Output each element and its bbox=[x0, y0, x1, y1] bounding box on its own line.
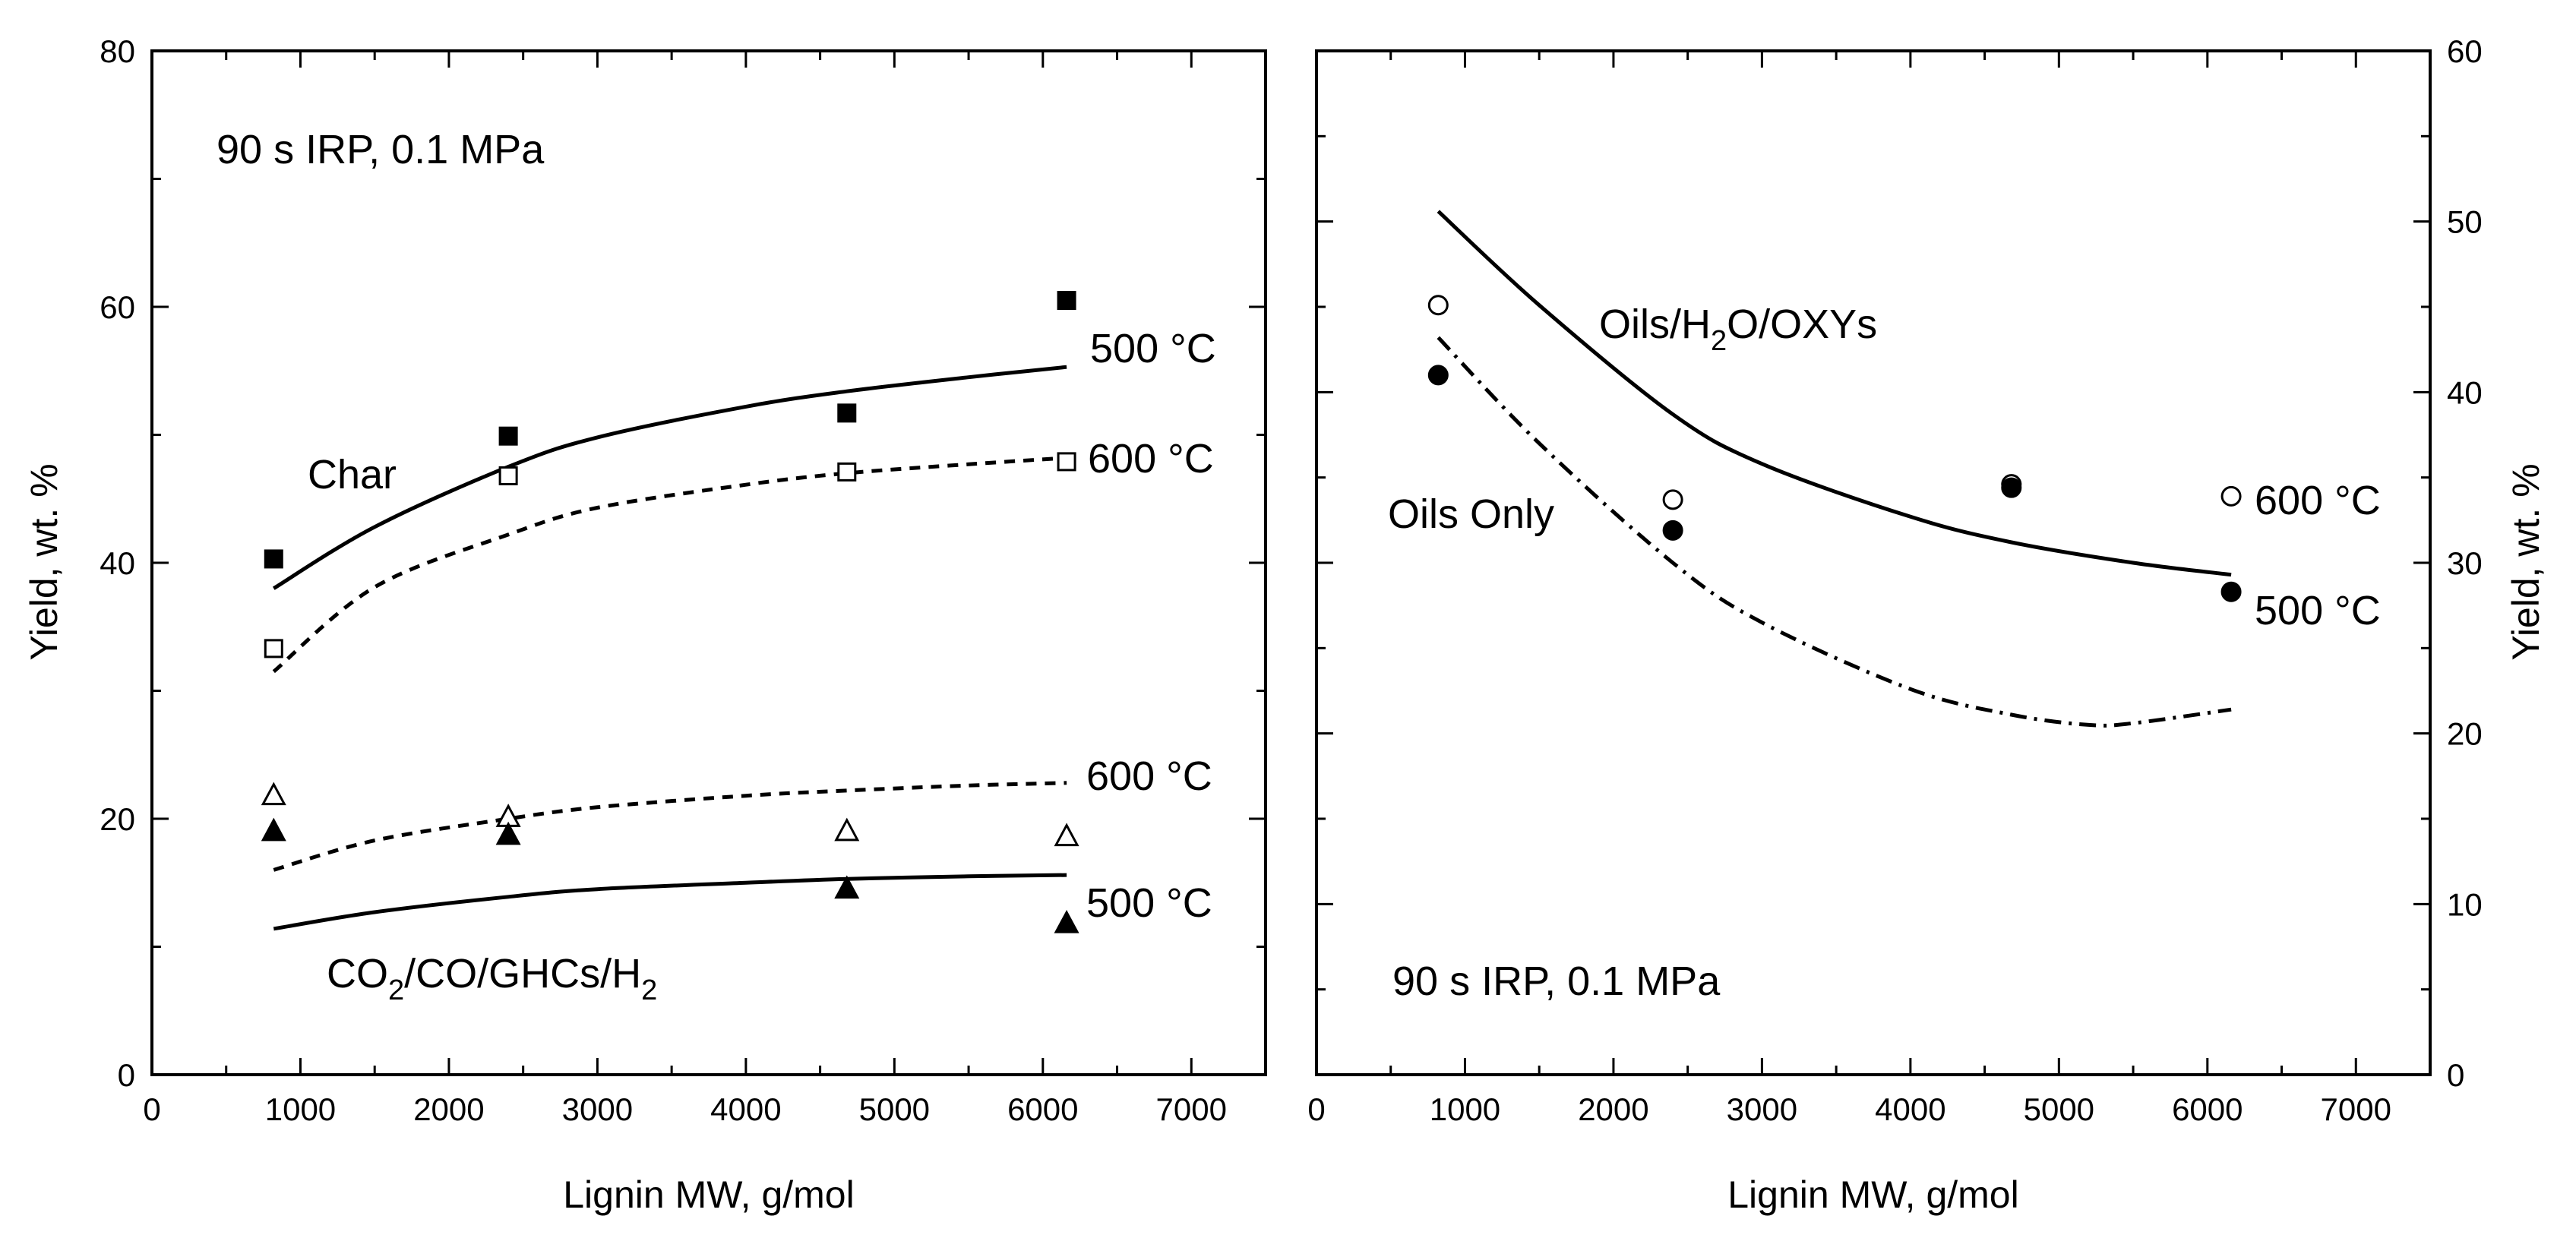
y-tick-label: 50 bbox=[2447, 204, 2483, 240]
gas-species-subscript: 2 bbox=[641, 974, 657, 1006]
x-tick-label: 6000 bbox=[2172, 1091, 2243, 1127]
right-fit-curve-1 bbox=[1437, 336, 2232, 728]
y-tick-label: 30 bbox=[2447, 545, 2483, 581]
left-series-3-point bbox=[1054, 910, 1079, 933]
right-series-1-point bbox=[2001, 477, 2022, 498]
x-tick-label: 3000 bbox=[562, 1091, 633, 1127]
left-series-2-point bbox=[834, 817, 860, 842]
y-tick-label: 40 bbox=[100, 545, 135, 581]
y-tick-label: 40 bbox=[2447, 374, 2483, 410]
left-fit-curve-1 bbox=[272, 456, 1067, 674]
right-500-label: 500 °C bbox=[2255, 588, 2381, 633]
right-series-1-point bbox=[1662, 520, 1683, 541]
left-series-2-point bbox=[1054, 823, 1079, 847]
x-tick-label: 4000 bbox=[710, 1091, 781, 1127]
right-fit-curve-0 bbox=[1437, 210, 2232, 577]
x-tick-label: 0 bbox=[1307, 1091, 1325, 1127]
x-tick-label: 0 bbox=[143, 1091, 160, 1127]
x-tick-label: 6000 bbox=[1007, 1091, 1078, 1127]
left-fit-curve-0 bbox=[272, 365, 1067, 590]
left-fit-curve-3 bbox=[273, 873, 1067, 931]
right-series-1-point bbox=[2220, 581, 2242, 602]
right-condition-annotation: 90 s IRP, 0.1 MPa bbox=[1392, 959, 1721, 1004]
right-x-axis-label: Lignin MW, g/mol bbox=[1727, 1173, 2018, 1216]
x-tick-label: 5000 bbox=[2024, 1091, 2094, 1127]
left-series-1-point bbox=[498, 466, 518, 485]
right-panel: 0 1000 2000 3000 4000 5000 6000 7000 0 10 20 30 40 50… bbox=[1307, 33, 2547, 1216]
left-panel: 0 1000 2000 3000 4000 5000 6000 7000 0 20 40 60 80 L… bbox=[23, 33, 1267, 1216]
x-tick-label: 2000 bbox=[1578, 1091, 1648, 1127]
right-series-0-point bbox=[2220, 485, 2242, 507]
x-tick-label: 4000 bbox=[1875, 1091, 1945, 1127]
oils-oxys-part: Oils/H bbox=[1599, 302, 1711, 347]
x-tick-label: 7000 bbox=[1156, 1091, 1227, 1127]
y-tick-label: 60 bbox=[100, 289, 135, 325]
left-series-3-point bbox=[834, 875, 860, 899]
left-condition-annotation: 90 s IRP, 0.1 MPa bbox=[217, 127, 545, 172]
left-y-axis-label: Yield, wt. % bbox=[23, 463, 65, 660]
left-series-3-point bbox=[495, 821, 521, 845]
gas-500-label: 500 °C bbox=[1086, 880, 1212, 926]
left-x-axis-label: Lignin MW, g/mol bbox=[563, 1173, 854, 1216]
left-series-0-point bbox=[837, 403, 857, 423]
oils-oxys-label: Oils/H2O/OXYs bbox=[1599, 302, 1877, 357]
left-series-1-point bbox=[837, 462, 857, 482]
right-plot-frame bbox=[1315, 49, 2432, 1076]
y-tick-label: 10 bbox=[2447, 886, 2483, 922]
char-600-label: 600 °C bbox=[1088, 436, 1214, 482]
right-series-0-point bbox=[1662, 489, 1683, 510]
left-data-markers bbox=[261, 291, 1079, 933]
right-y-axis-label: Yield, wt. % bbox=[2505, 463, 2547, 660]
x-tick-label: 1000 bbox=[1430, 1091, 1500, 1127]
char-label: Char bbox=[308, 452, 397, 497]
left-series-0-point bbox=[1057, 291, 1076, 311]
gas-600-label: 600 °C bbox=[1086, 753, 1212, 799]
left-series-3-point bbox=[261, 817, 286, 842]
oils-only-label: Oils Only bbox=[1388, 491, 1554, 537]
y-tick-label: 0 bbox=[2447, 1057, 2464, 1093]
left-fit-curves bbox=[272, 365, 1067, 931]
left-series-0-point bbox=[498, 426, 518, 446]
left-series-1-point bbox=[264, 639, 283, 658]
right-fit-curves bbox=[1437, 210, 2232, 728]
oils-oxys-subscript: 2 bbox=[1711, 325, 1727, 357]
y-tick-label: 0 bbox=[118, 1057, 135, 1093]
x-tick-label: 1000 bbox=[265, 1091, 336, 1127]
gas-species-part: /CO/GHCs/H bbox=[404, 951, 641, 996]
left-series-1-point bbox=[1057, 452, 1076, 472]
right-ticks: 0 1000 2000 3000 4000 5000 6000 7000 0 10 20 30 40 50… bbox=[1307, 33, 2482, 1127]
left-series-2-point bbox=[261, 782, 286, 806]
char-500-label: 500 °C bbox=[1090, 326, 1216, 371]
left-ticks: 0 1000 2000 3000 4000 5000 6000 7000 0 20 40 60 80 bbox=[100, 33, 1266, 1127]
y-tick-label: 20 bbox=[100, 801, 135, 837]
x-tick-label: 5000 bbox=[859, 1091, 930, 1127]
y-tick-label: 60 bbox=[2447, 33, 2483, 69]
x-tick-label: 3000 bbox=[1727, 1091, 1797, 1127]
y-tick-label: 20 bbox=[2447, 716, 2483, 752]
x-tick-label: 7000 bbox=[2321, 1091, 2391, 1127]
right-data-markers bbox=[1427, 295, 2242, 602]
right-series-0-point bbox=[1427, 295, 1449, 316]
x-tick-label: 2000 bbox=[413, 1091, 484, 1127]
right-series-1-point bbox=[1427, 365, 1449, 386]
y-tick-label: 80 bbox=[100, 33, 135, 69]
left-series-0-point bbox=[264, 549, 283, 569]
left-fit-curve-2 bbox=[273, 781, 1067, 872]
right-600-label: 600 °C bbox=[2255, 478, 2381, 523]
oils-oxys-part: O/OXYs bbox=[1727, 302, 1877, 347]
gas-species-label: CO2/CO/GHCs/H2 bbox=[327, 951, 657, 1006]
gas-species-part: CO bbox=[327, 951, 388, 996]
gas-species-subscript: 2 bbox=[388, 974, 404, 1006]
